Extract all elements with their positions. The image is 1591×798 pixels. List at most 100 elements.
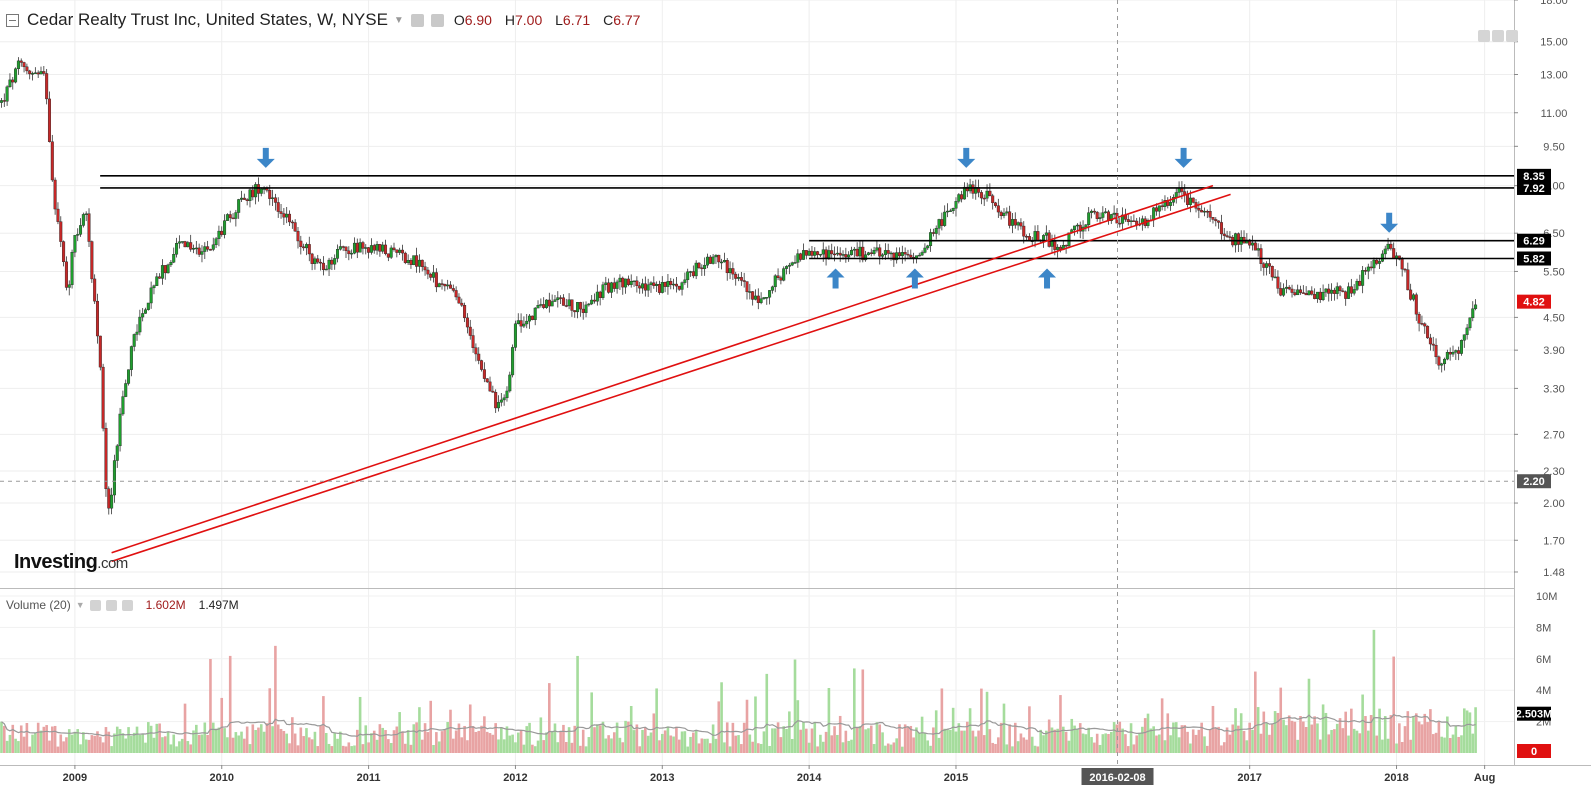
volume-bar <box>759 743 763 753</box>
candle <box>1132 220 1136 222</box>
volume-bar <box>93 735 96 753</box>
volume-bar <box>1451 734 1455 753</box>
candle <box>934 228 938 234</box>
collapse-icon[interactable] <box>6 13 19 27</box>
candle <box>107 488 111 509</box>
candle <box>626 278 630 285</box>
candle <box>864 254 868 261</box>
volume-bar <box>118 729 122 753</box>
volume-bar <box>1293 721 1297 753</box>
candle <box>1022 225 1026 237</box>
volume-bar <box>802 721 805 753</box>
candle <box>601 284 605 298</box>
scale-buttons <box>1478 30 1518 42</box>
candle <box>1406 269 1410 291</box>
volume-bar <box>841 742 845 753</box>
y-tick-label: 18.00 <box>1540 0 1568 7</box>
candle <box>1375 259 1379 264</box>
candle <box>59 221 63 242</box>
volume-bar <box>477 730 481 753</box>
volume-bar <box>387 739 390 753</box>
volume-bar <box>426 732 430 753</box>
volume-bar <box>632 730 636 753</box>
volume-last-label: 2.503M <box>1516 709 1553 721</box>
volume-bar <box>720 682 723 753</box>
volume-bar <box>245 726 249 753</box>
candle <box>866 252 870 255</box>
volume-bar <box>1036 746 1040 753</box>
candle <box>118 413 122 447</box>
candle <box>753 295 757 300</box>
candle <box>480 360 484 370</box>
candle <box>734 273 738 279</box>
volume-bar <box>82 732 85 753</box>
volume-bar <box>1087 727 1091 753</box>
candle <box>384 244 388 254</box>
candle <box>1211 217 1215 220</box>
candle <box>1434 344 1438 358</box>
candle <box>1174 192 1178 198</box>
candle <box>1002 212 1006 217</box>
volume-bar <box>1417 721 1421 753</box>
volume-bar <box>56 746 60 753</box>
candle <box>765 297 769 299</box>
volume-bar <box>5 740 9 753</box>
candle <box>1064 245 1068 247</box>
volume-bar <box>406 730 410 753</box>
volume-bar <box>432 745 435 753</box>
candle <box>1457 350 1461 354</box>
candle <box>491 390 495 393</box>
candle <box>237 199 241 213</box>
close-icon[interactable] <box>1506 30 1518 42</box>
candle <box>1267 263 1271 267</box>
candle <box>115 445 119 461</box>
volume-bar <box>525 726 529 753</box>
volume-bar <box>336 738 339 753</box>
volume-bar <box>1333 729 1336 753</box>
volume-bar <box>1191 729 1195 753</box>
x-tick-label: Aug <box>1474 772 1495 784</box>
candle <box>1431 343 1435 346</box>
volume-bar <box>1070 718 1074 753</box>
volume-bar <box>731 722 735 753</box>
volume-bar <box>508 735 512 753</box>
close-icon[interactable] <box>121 599 133 611</box>
candle <box>1112 212 1116 215</box>
candle <box>705 256 709 266</box>
eye-icon[interactable] <box>89 599 101 611</box>
candle <box>316 258 320 263</box>
candle <box>609 282 613 293</box>
candle <box>1098 217 1102 219</box>
volume-bar <box>454 730 458 753</box>
chevron-down-icon[interactable]: ▼ <box>393 14 404 26</box>
candle <box>725 260 729 274</box>
candle <box>169 262 173 266</box>
volume-bar <box>748 734 752 753</box>
candle <box>426 269 430 275</box>
candle <box>79 225 83 235</box>
chevron-down-icon[interactable]: ▼ <box>75 600 85 610</box>
volume-bar <box>1296 739 1299 753</box>
volume-bar <box>355 729 359 753</box>
volume-bar <box>1420 724 1424 753</box>
gear-icon[interactable] <box>430 13 444 27</box>
volume-bar <box>1107 733 1110 753</box>
eye-icon[interactable] <box>410 13 424 27</box>
volume-bar <box>1008 724 1011 753</box>
volume-bar <box>697 743 701 753</box>
volume-bar <box>683 731 687 753</box>
arrow-up-icon[interactable] <box>1492 30 1504 42</box>
volume-bar <box>1042 735 1045 753</box>
volume-bar <box>392 730 396 753</box>
volume-bar <box>330 746 334 753</box>
gear-icon[interactable] <box>105 599 117 611</box>
arrow-down-icon[interactable] <box>1478 30 1490 42</box>
candle <box>1087 212 1091 225</box>
volume-bar <box>646 735 650 753</box>
volume-bar <box>268 688 272 753</box>
candle <box>1349 286 1353 294</box>
volume-bar <box>533 746 537 753</box>
candle <box>756 295 760 303</box>
candle <box>463 305 467 319</box>
